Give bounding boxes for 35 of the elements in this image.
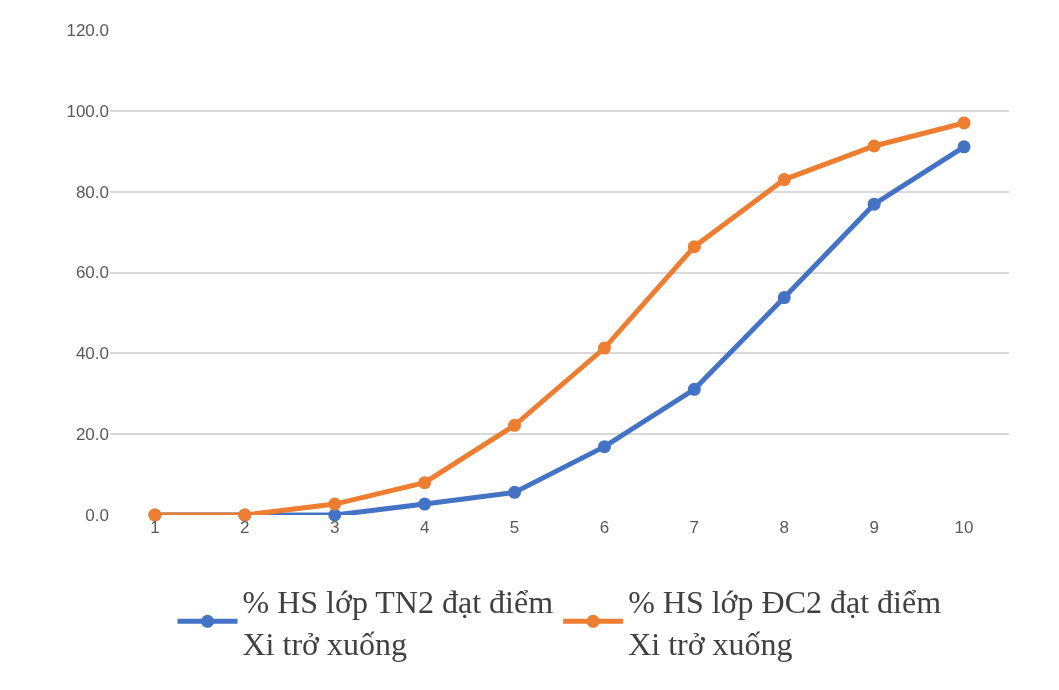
point <box>418 497 432 511</box>
x-tick-label: 3 <box>330 518 340 537</box>
point <box>687 240 701 254</box>
point <box>597 341 611 355</box>
y-tick-label: 120.0 <box>66 20 109 40</box>
point <box>328 508 342 522</box>
x-tick-label: 10 <box>954 518 974 537</box>
point <box>508 418 522 432</box>
y-tick-label: 40.0 <box>75 344 109 364</box>
point <box>867 197 881 211</box>
y-tick-label: 20.0 <box>75 425 109 445</box>
y-tick-label: 60.0 <box>75 263 109 283</box>
y-tick-label: 0.0 <box>85 505 109 525</box>
y-tick-label: 80.0 <box>75 182 109 202</box>
x-tick-label: 1 <box>150 518 160 537</box>
point <box>597 440 611 454</box>
x-tick-label: 4 <box>419 518 430 537</box>
point <box>508 485 522 499</box>
legend-label: % HS lớp ĐC2 đạt điểm Xi trở xuống <box>628 583 942 662</box>
x-tick-label: 7 <box>689 518 700 537</box>
legend-label: % HS lớp TN2 đạt điểm Xi trở xuống <box>242 583 554 662</box>
x-tick-label: 8 <box>779 518 789 537</box>
point <box>867 139 881 153</box>
x-tick-label: 2 <box>240 518 250 537</box>
point <box>418 476 432 490</box>
point <box>687 382 701 396</box>
x-tick-label: 9 <box>869 518 879 537</box>
x-tick-label: 5 <box>509 518 520 537</box>
point <box>777 291 791 305</box>
point <box>957 116 971 130</box>
y-tick-label: 100.0 <box>66 101 109 121</box>
point <box>957 140 971 154</box>
x-tick-label: 6 <box>599 518 610 537</box>
point <box>777 173 791 187</box>
point <box>328 497 342 511</box>
